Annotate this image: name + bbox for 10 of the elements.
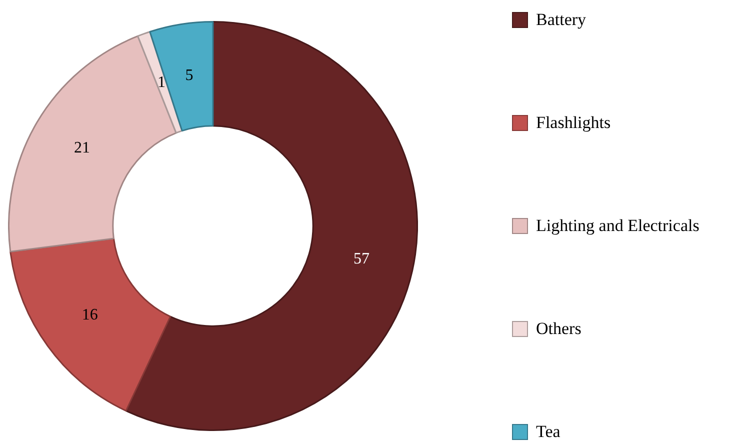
data-label: 1: [157, 74, 166, 92]
data-label: 57: [354, 250, 370, 268]
legend-label: Lighting and Electricals: [536, 215, 700, 237]
data-label: 5: [185, 66, 194, 84]
legend-label: Others: [536, 318, 582, 340]
data-label: 21: [74, 140, 90, 157]
legend-label: Tea: [536, 421, 560, 443]
legend-label: Flashlights: [536, 112, 611, 134]
data-label: 16: [82, 306, 98, 324]
legend-label: Battery: [536, 9, 586, 31]
